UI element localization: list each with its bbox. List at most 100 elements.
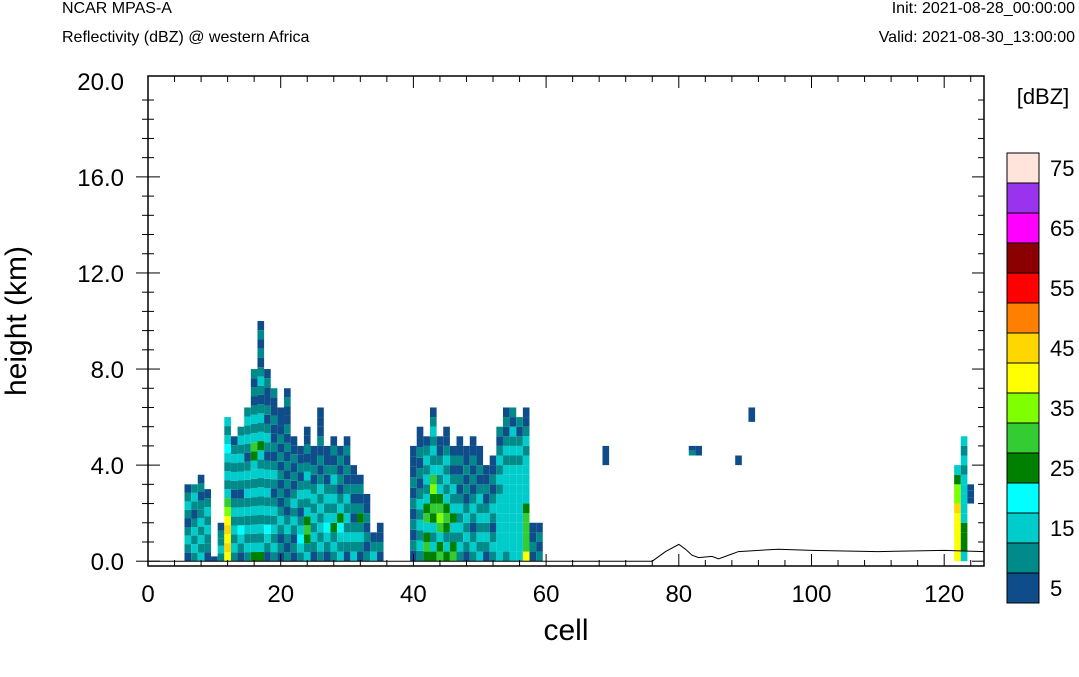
- reflectivity-cell: [250, 414, 258, 424]
- reflectivity-cell: [264, 442, 271, 452]
- reflectivity-cell: [350, 493, 357, 504]
- reflectivity-cell: [290, 436, 298, 446]
- reflectivity-cell: [476, 551, 484, 562]
- colorbar-swatch: [1006, 392, 1040, 424]
- reflectivity-cell: [230, 534, 238, 544]
- reflectivity-cell: [323, 532, 331, 542]
- reflectivity-cell: [522, 474, 530, 485]
- reflectivity-cell: [270, 542, 278, 553]
- reflectivity-cell: [429, 426, 437, 437]
- reflectivity-cell: [244, 470, 251, 480]
- reflectivity-cell: [277, 416, 285, 426]
- reflectivity-cell: [277, 543, 285, 553]
- reflectivity-cell: [423, 522, 430, 533]
- reflectivity-cell: [317, 465, 324, 475]
- reflectivity-cell: [337, 551, 344, 562]
- reflectivity-cell: [277, 525, 285, 535]
- reflectivity-cell: [429, 455, 437, 466]
- reflectivity-cell: [443, 426, 450, 437]
- reflectivity-cell: [429, 436, 437, 446]
- colorbar-swatch: [1006, 242, 1040, 274]
- reflectivity-cell: [463, 455, 470, 466]
- reflectivity-cell: [423, 532, 430, 542]
- reflectivity-cell: [230, 516, 238, 526]
- reflectivity-cell: [204, 525, 212, 535]
- colorbar-swatch: [1006, 512, 1040, 544]
- reflectivity-cell: [217, 538, 225, 546]
- reflectivity-cell: [516, 532, 523, 542]
- reflectivity-cell: [303, 453, 311, 463]
- reflectivity-cell: [449, 455, 457, 466]
- reflectivity-cell: [284, 415, 291, 425]
- reflectivity-cell: [184, 509, 192, 519]
- reflectivity-cell: [250, 524, 258, 534]
- colorbar-tick-label: 15: [1050, 516, 1074, 541]
- reflectivity-cell: [270, 461, 278, 471]
- reflectivity-cell: [237, 552, 245, 562]
- reflectivity-cell: [343, 474, 351, 485]
- reflectivity-cell: [250, 506, 258, 516]
- reflectivity-cell: [337, 474, 344, 485]
- reflectivity-cell: [330, 474, 338, 485]
- colorbar-unit-label: [dBZ]: [1017, 84, 1070, 109]
- reflectivity-cell: [264, 433, 271, 443]
- reflectivity-cell: [423, 513, 430, 523]
- reflectivity-cell: [337, 465, 344, 475]
- colorbar-legend: 5 15 25 35 45 55 65 75: [1006, 152, 1074, 604]
- reflectivity-cell: [257, 505, 265, 516]
- reflectivity-cell: [230, 436, 238, 446]
- reflectivity-cell: [463, 474, 470, 485]
- reflectivity-cell: [476, 503, 484, 514]
- reflectivity-cell: [960, 455, 968, 466]
- reflectivity-cell: [967, 484, 975, 491]
- reflectivity-cell: [376, 551, 384, 562]
- reflectivity-cell: [416, 540, 424, 551]
- reflectivity-cell: [197, 535, 205, 544]
- reflectivity-cell: [204, 498, 212, 508]
- reflectivity-cell: [264, 469, 271, 479]
- reflectivity-cell: [284, 488, 291, 498]
- reflectivity-cell: [290, 543, 298, 553]
- reflectivity-cell: [496, 493, 503, 504]
- reflectivity-cell: [317, 474, 324, 485]
- reflectivity-cell: [290, 498, 298, 508]
- reflectivity-cell: [443, 551, 450, 562]
- reflectivity-cell: [516, 474, 523, 485]
- reflectivity-cell: [496, 436, 503, 446]
- reflectivity-cell: [237, 435, 245, 445]
- reflectivity-cell: [237, 516, 245, 526]
- reflectivity-cell: [270, 433, 278, 443]
- reflectivity-cell: [960, 484, 968, 494]
- reflectivity-cell: [960, 532, 968, 542]
- reflectivity-cell: [250, 487, 258, 498]
- reflectivity-cell: [330, 503, 338, 514]
- reflectivity-cell: [443, 436, 450, 446]
- reflectivity-cell: [502, 522, 510, 533]
- reflectivity-cell: [429, 522, 437, 533]
- reflectivity-cell: [449, 503, 457, 514]
- reflectivity-cell: [317, 436, 324, 446]
- reflectivity-cell: [436, 436, 444, 446]
- reflectivity-cell: [954, 474, 961, 485]
- reflectivity-cell: [456, 513, 464, 523]
- reflectivity-cell: [343, 532, 351, 542]
- reflectivity-cell: [509, 436, 517, 446]
- reflectivity-cell: [449, 513, 457, 523]
- reflectivity-cell: [469, 541, 477, 552]
- reflectivity-cell: [230, 480, 238, 490]
- reflectivity-cell: [489, 503, 497, 514]
- reflectivity-cell: [224, 489, 231, 499]
- reflectivity-cell: [244, 534, 251, 544]
- reflectivity-cell: [191, 518, 198, 528]
- reflectivity-cell: [250, 497, 258, 507]
- reflectivity-cell: [204, 489, 212, 499]
- reflectivity-cell: [264, 460, 271, 470]
- reflectivity-cell: [363, 551, 371, 562]
- reflectivity-cell: [204, 543, 212, 553]
- reflectivity-cell: [502, 503, 510, 514]
- reflectivity-cell: [456, 503, 464, 514]
- reflectivity-cell: [250, 378, 258, 388]
- reflectivity-cell: [476, 532, 484, 542]
- reflectivity-cell: [376, 532, 384, 542]
- reflectivity-cell: [516, 417, 523, 427]
